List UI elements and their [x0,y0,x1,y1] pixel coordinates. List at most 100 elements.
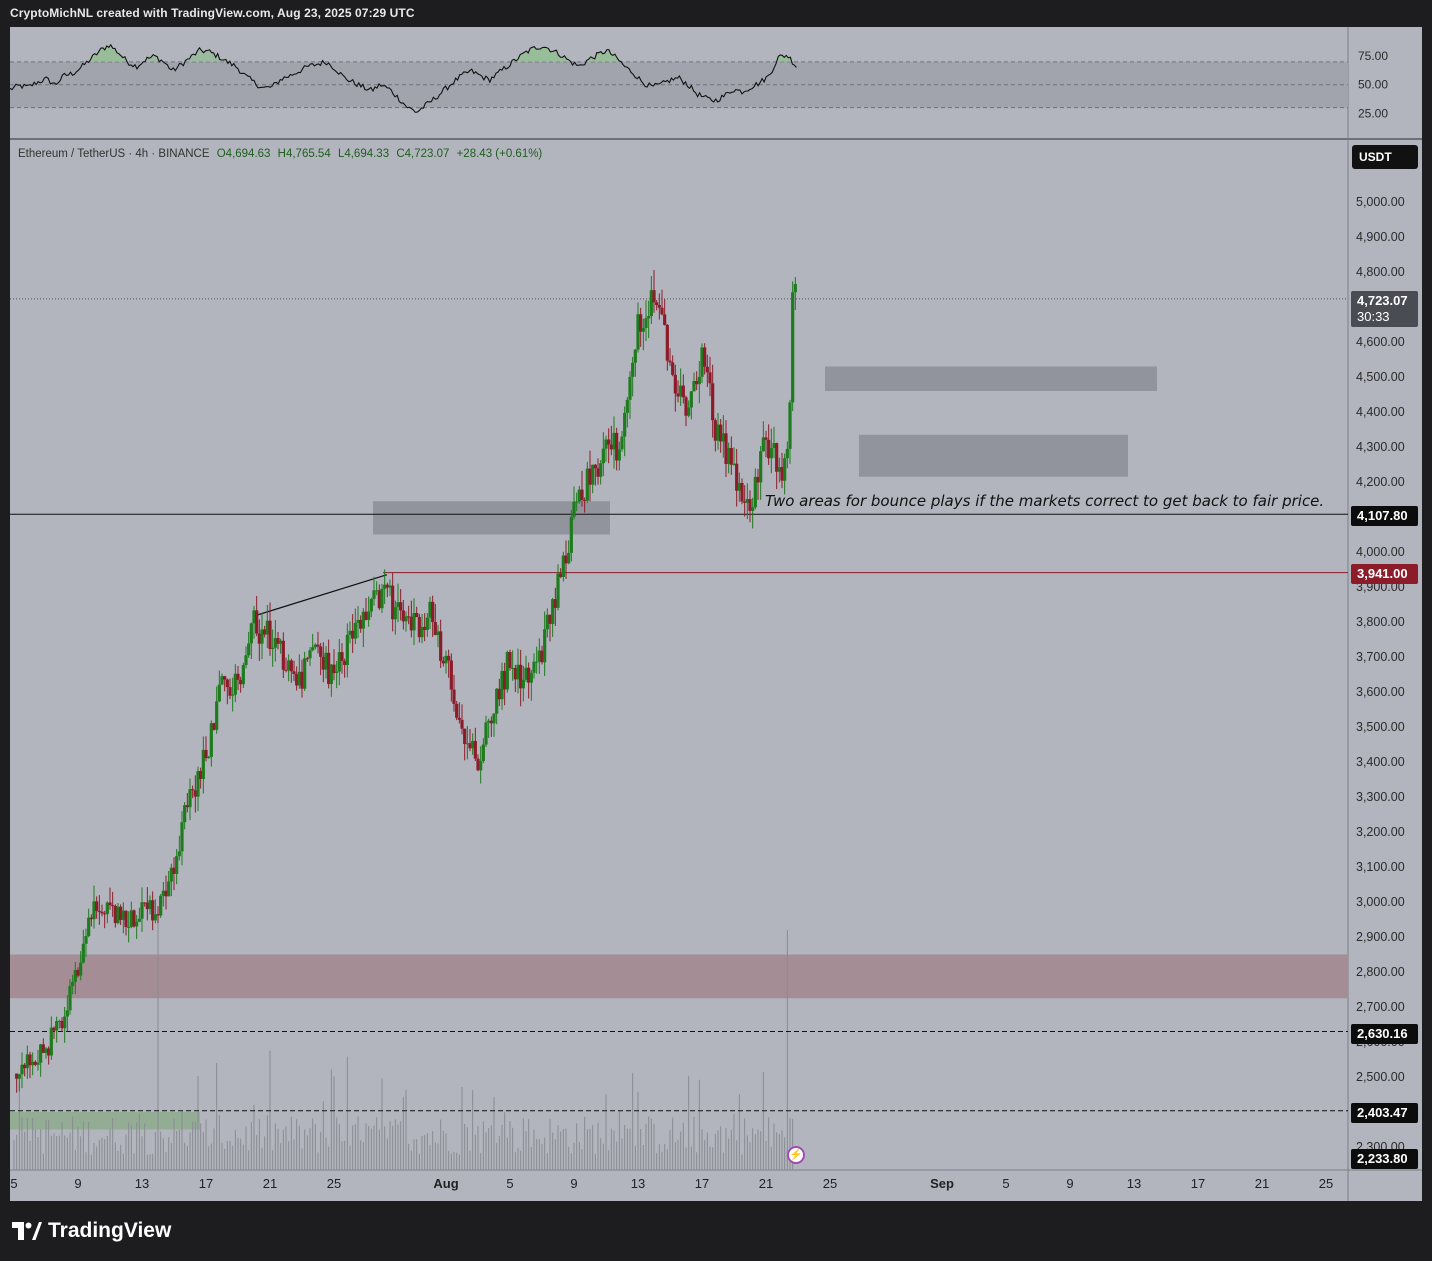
candle [492,712,496,737]
candle-body [84,935,88,944]
candle [108,887,112,910]
price-chart[interactable]: 75.00 50.00 25.00 5,000.00 4,900.00 4,800.00 4… [10,27,1422,1201]
candle-body [68,985,72,1011]
candle-body [631,362,635,377]
candle-body [313,644,317,648]
candle [487,718,491,738]
candle-body [244,655,248,666]
candle [769,428,773,474]
candle [188,778,192,821]
candle [625,396,629,428]
candle [321,642,325,683]
candle-body [263,629,267,635]
candle-body [87,917,91,936]
price-tag-2630: 2,630.16 [1351,1024,1418,1044]
footer-brand[interactable]: TradingView [12,1219,171,1243]
price-tick-label: 3,000.00 [1356,895,1405,909]
candle-body [137,918,141,922]
zone-gray [859,434,1128,477]
candle [327,639,331,689]
candle [303,651,307,691]
candle [137,907,141,923]
candle [423,613,427,642]
candle [615,427,619,471]
candle-body [185,805,189,808]
candle [465,725,469,760]
candle-body [92,901,96,920]
candle-body [700,347,704,377]
candle [681,374,685,404]
candle [305,656,309,662]
candle-body [372,590,376,599]
candle-body [209,723,213,757]
candle [201,736,205,794]
candle [57,1019,61,1029]
flash-icon[interactable]: ⚡ [787,1146,805,1164]
candle-body [167,881,171,897]
candle [756,468,760,500]
candle-body [711,383,715,421]
candle-body [657,305,661,308]
candle [212,722,216,731]
candle [601,432,605,477]
candle-body [127,926,131,928]
bar-countdown: 30:33 [1357,309,1390,324]
candle [124,910,128,936]
candle [177,835,181,861]
chart-frame[interactable]: 75.00 50.00 25.00 5,000.00 4,900.00 4,800.00 4… [10,27,1422,1201]
candle [281,632,285,679]
candle-body [585,468,589,501]
candle-body [580,489,584,501]
candle-body [79,962,83,976]
candle [44,1047,48,1059]
candle-body [196,770,200,797]
candle [164,875,168,910]
candle [639,307,643,347]
candle [71,974,75,995]
candle [193,775,197,813]
candle-body [548,614,552,624]
candle [31,1052,35,1076]
candle [711,364,715,438]
candle-body [793,283,797,293]
candle-body [119,906,123,920]
candle [356,606,360,639]
candle [217,670,221,703]
candle-body [132,910,136,927]
candle-body [172,867,176,874]
candle [52,1026,56,1039]
candle-body [516,664,520,680]
candle [95,896,99,919]
candle-body [305,658,309,660]
time-tick-label: Sep [930,1176,954,1191]
candle [457,702,461,724]
time-tick-label: 21 [759,1176,773,1191]
candle [36,1050,40,1071]
price-tick-label: 2,700.00 [1356,1000,1405,1014]
candle-body [207,756,211,759]
candle [169,863,173,897]
candle [657,293,661,320]
candle-body [439,631,443,661]
candle [225,678,229,705]
candle [263,625,267,638]
candle [228,678,232,700]
candle [481,738,485,764]
currency-badge[interactable]: USDT [1352,145,1418,169]
candle [132,909,136,928]
candle-body [575,501,579,503]
candle [593,463,597,486]
price-tag-2403: 2,403.47 [1351,1103,1418,1123]
chart-annotation[interactable]: Two areas for bounce plays if the market… [765,492,1325,510]
candle-body [735,463,739,491]
candle [63,1006,67,1043]
candle-body [671,362,675,375]
candle [199,767,203,789]
candle [100,904,104,917]
candle-body [625,399,629,413]
candle [577,485,581,504]
candle-body [673,374,677,394]
candle [215,686,219,734]
candle-body [727,447,731,464]
candle [369,597,373,618]
